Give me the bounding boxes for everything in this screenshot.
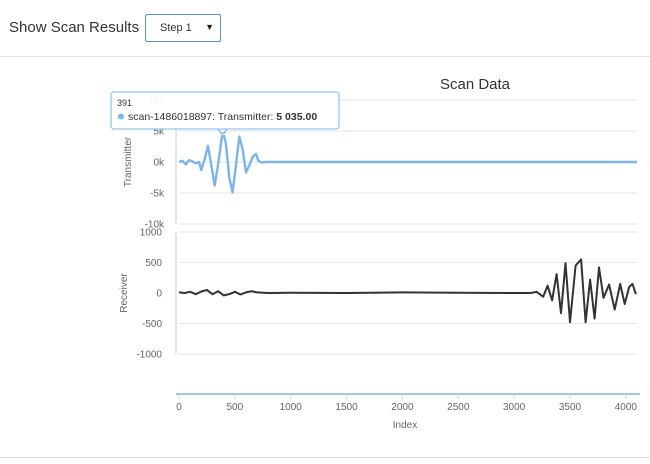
x-tick-label: 2500 <box>447 402 470 413</box>
tooltip-value: 5 035.00 <box>276 111 317 123</box>
y-tick-label: -1000 <box>136 350 162 361</box>
chart-tooltip: 391 scan-1486018897: Transmitter: 5 035.0… <box>110 91 340 135</box>
x-tick-label: 3000 <box>503 402 526 413</box>
x-axis-title: Index <box>393 420 417 431</box>
tooltip-pointer <box>216 128 229 135</box>
toolbar: Show Scan Results Step 1 ▼ <box>0 0 650 56</box>
tooltip-series-label: Transmitter <box>218 111 271 123</box>
y-tick-label: -10k <box>145 220 165 231</box>
tooltip-series-line: scan-1486018897: Transmitter: 5 035.00 <box>128 111 317 123</box>
x-tick-label: 0 <box>176 402 182 413</box>
series-line <box>178 129 637 194</box>
chevron-down-icon: ▼ <box>205 22 214 32</box>
x-tick-label: 4000 <box>615 402 638 413</box>
divider <box>0 457 650 458</box>
y-tick-label: 1000 <box>140 228 163 239</box>
step-select-value: Step 1 <box>160 22 192 34</box>
series-line <box>178 258 637 324</box>
x-tick-label: 2000 <box>391 402 414 413</box>
tooltip-x-value: 391 <box>117 98 132 108</box>
series-dot-icon <box>118 113 124 120</box>
y-tick-label: 5k <box>153 127 165 138</box>
x-tick-label: 500 <box>227 402 244 413</box>
x-tick-label: 3500 <box>559 402 582 413</box>
step-select[interactable]: Step 1 ▼ <box>145 14 221 42</box>
show-scan-results-label: Show Scan Results <box>9 19 140 36</box>
y-tick-label: -500 <box>142 319 162 330</box>
y-tick-label: 0 <box>156 289 162 300</box>
y-tick-label: 0k <box>153 158 165 169</box>
y-axis-title: Receiver <box>119 273 130 313</box>
tooltip-separator: : <box>212 111 218 123</box>
chart-title: Scan Data <box>440 76 511 93</box>
tooltip-colon: : <box>270 111 276 123</box>
x-tick-label: 1000 <box>280 402 303 413</box>
x-tick-label: 1500 <box>335 402 358 413</box>
y-tick-label: 500 <box>145 258 162 269</box>
y-tick-label: -5k <box>150 189 165 200</box>
tooltip-series-name: scan-1486018897 <box>128 111 212 123</box>
y-axis-title: Transmitter <box>123 136 134 187</box>
